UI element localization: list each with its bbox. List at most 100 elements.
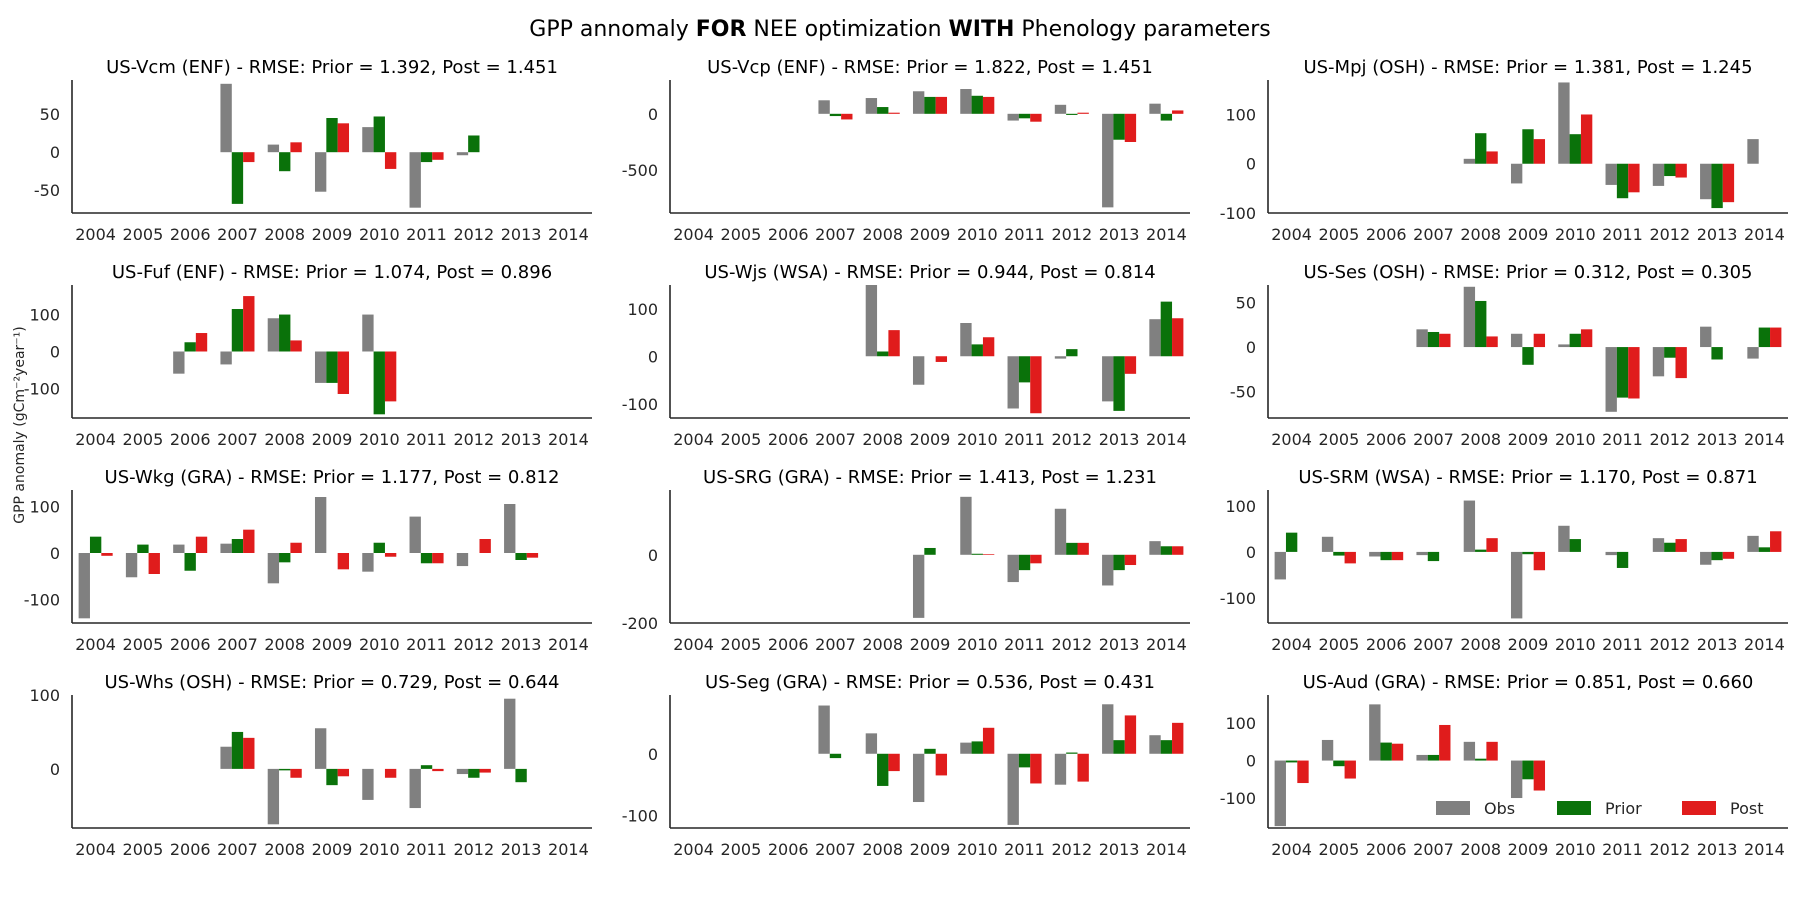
bar-obs: [1605, 163, 1617, 185]
bar-post: [1628, 163, 1640, 193]
bar-prior: [877, 753, 889, 786]
x-tick-label: 2005: [1319, 225, 1360, 244]
bar-post: [1533, 333, 1546, 348]
legend-label-prior: Prior: [1605, 799, 1642, 818]
y-tick-label: 0: [1246, 543, 1256, 562]
bar-prior: [1113, 740, 1125, 754]
bar-post: [1172, 318, 1184, 357]
bar-obs: [1510, 551, 1523, 619]
x-tick-label: 2004: [1271, 430, 1312, 449]
x-tick-label: 2013: [1099, 430, 1140, 449]
bar-obs: [456, 152, 469, 156]
x-tick-label: 2004: [1271, 840, 1312, 859]
bar-obs: [1007, 554, 1019, 583]
bar-obs: [1102, 554, 1114, 586]
x-tick-label: 2012: [1051, 635, 1092, 654]
bar-post: [1580, 114, 1593, 164]
x-tick-label: 2007: [217, 225, 258, 244]
x-tick-label: 2011: [406, 430, 447, 449]
bar-obs: [267, 144, 280, 153]
x-tick-label: 2010: [957, 225, 998, 244]
bar-post: [195, 333, 208, 352]
x-tick-label: 2008: [862, 635, 903, 654]
bar-post: [1770, 327, 1782, 348]
subplot-title: US-Aud (GRA) - RMSE: Prior = 0.851, Post…: [1303, 672, 1754, 693]
bar-post: [384, 152, 397, 169]
subplot: US-Vcm (ENF) - RMSE: Prior = 1.392, Post…: [34, 57, 592, 244]
bar-obs: [960, 496, 972, 555]
x-tick-label: 2012: [1649, 635, 1690, 654]
bar-post: [1486, 538, 1498, 552]
bar-post: [1077, 112, 1089, 114]
y-tick-label: 100: [627, 300, 658, 319]
x-tick-label: 2007: [1413, 430, 1454, 449]
x-tick-label: 2014: [1146, 840, 1187, 859]
bar-obs: [1149, 735, 1161, 754]
x-tick-label: 2010: [359, 430, 400, 449]
bar-prior: [1018, 753, 1031, 768]
bar-prior: [1711, 551, 1723, 561]
legend-swatch-prior: [1557, 801, 1591, 815]
bar-prior: [373, 116, 385, 153]
bar-obs: [1747, 347, 1759, 359]
bar-obs: [362, 768, 374, 800]
bar-post: [935, 356, 948, 362]
x-tick-label: 2004: [1271, 635, 1312, 654]
x-tick-label: 2014: [548, 635, 589, 654]
bar-post: [1297, 760, 1309, 784]
bar-post: [1030, 356, 1042, 414]
bar-post: [290, 340, 302, 352]
bar-obs: [960, 89, 972, 114]
bar-obs: [1054, 753, 1067, 785]
x-tick-label: 2010: [957, 840, 998, 859]
x-tick-label: 2008: [862, 430, 903, 449]
bar-prior: [1380, 551, 1392, 561]
figure-title: GPP annomaly FOR NEE optimization WITH P…: [529, 17, 1270, 42]
x-tick-label: 2007: [217, 840, 258, 859]
y-tick-label: 0: [50, 143, 60, 162]
x-tick-label: 2010: [957, 430, 998, 449]
x-tick-label: 2011: [1602, 635, 1643, 654]
bar-prior: [1380, 742, 1392, 761]
x-tick-label: 2006: [170, 430, 211, 449]
x-tick-label: 2008: [862, 225, 903, 244]
bar-prior: [1569, 539, 1581, 552]
bar-post: [290, 542, 302, 553]
bar-prior: [279, 768, 291, 771]
x-tick-label: 2010: [1555, 430, 1596, 449]
bar-post: [1486, 741, 1498, 761]
bar-obs: [362, 127, 374, 153]
x-tick-label: 2008: [1460, 225, 1501, 244]
bar-prior: [1664, 347, 1676, 358]
subplot: US-SRM (WSA) - RMSE: Prior = 1.170, Post…: [1220, 467, 1788, 654]
y-tick-label: 0: [50, 544, 60, 563]
bar-post: [384, 553, 397, 557]
x-tick-label: 2005: [123, 840, 164, 859]
bar-obs: [1605, 347, 1617, 412]
bar-post: [1675, 163, 1687, 178]
bar-obs: [504, 698, 516, 769]
y-tick-label: 0: [1246, 338, 1256, 357]
bar-prior: [924, 748, 936, 754]
x-tick-label: 2004: [75, 430, 116, 449]
bar-post: [337, 123, 350, 153]
bar-obs: [1149, 541, 1161, 555]
bar-obs: [1149, 103, 1161, 114]
bar-prior: [1758, 547, 1771, 552]
bar-prior: [231, 731, 244, 769]
bar-prior: [1333, 760, 1345, 767]
bar-prior: [279, 152, 291, 172]
bar-obs: [912, 91, 925, 114]
x-tick-label: 2013: [501, 430, 542, 449]
x-tick-label: 2006: [1366, 225, 1407, 244]
bar-obs: [409, 768, 421, 809]
x-tick-label: 2005: [721, 840, 762, 859]
bar-obs: [314, 728, 327, 769]
bar-prior: [1160, 301, 1173, 357]
bar-prior: [231, 539, 244, 553]
x-tick-label: 2013: [1697, 225, 1738, 244]
bar-obs: [1463, 741, 1476, 761]
bar-obs: [1652, 538, 1665, 552]
bar-post: [1124, 113, 1137, 142]
bar-prior: [279, 314, 291, 352]
